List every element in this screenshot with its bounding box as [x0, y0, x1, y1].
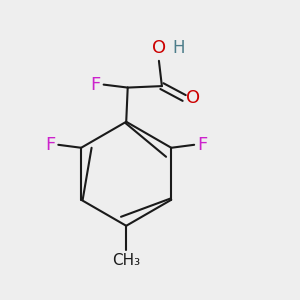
Text: H: H: [172, 39, 185, 57]
Text: F: F: [45, 136, 56, 154]
Text: O: O: [152, 39, 166, 57]
Text: CH₃: CH₃: [112, 254, 140, 268]
Text: F: F: [197, 136, 207, 154]
Text: F: F: [90, 76, 101, 94]
Text: O: O: [186, 89, 200, 107]
